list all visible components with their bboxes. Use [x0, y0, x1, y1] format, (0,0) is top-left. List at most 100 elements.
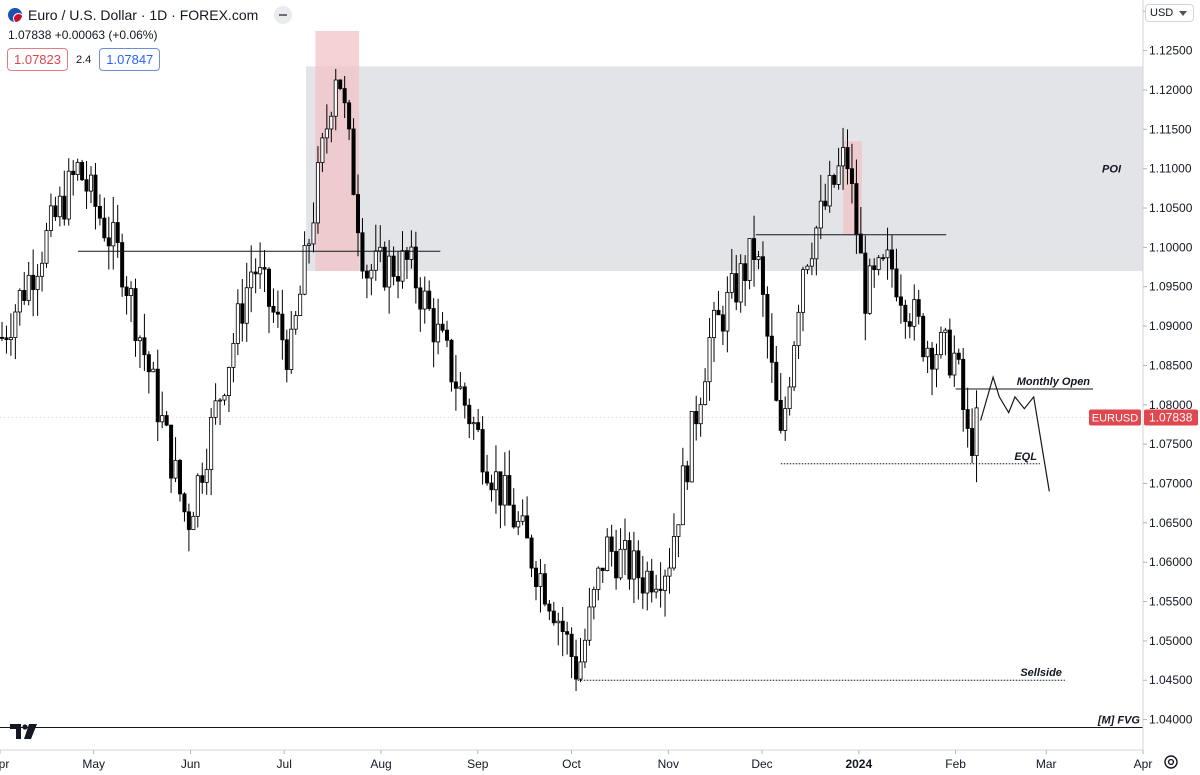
candle-body [734, 273, 739, 303]
candle [231, 333, 236, 383]
candle [102, 197, 107, 242]
candle [226, 366, 231, 413]
candle-body [836, 165, 841, 185]
candle [649, 558, 654, 603]
y-tick-label: 1.10000 [1149, 240, 1193, 254]
candle [93, 163, 98, 230]
candle-body [600, 567, 605, 571]
projection-path [980, 375, 1050, 492]
x-tick-label: Oct [562, 757, 581, 771]
collapse-icon[interactable] [274, 6, 293, 24]
tradingview-logo-icon[interactable] [10, 724, 38, 740]
candle [347, 99, 352, 141]
candle [574, 639, 579, 692]
candle-body [916, 299, 921, 317]
symbol-badge-label: EURUSD [1092, 413, 1139, 425]
x-tick-label: 2024 [845, 757, 872, 771]
candle-body [333, 79, 338, 117]
candle [890, 235, 895, 288]
chevron-down-icon [1179, 10, 1188, 16]
candle [120, 233, 125, 297]
candle [155, 349, 160, 442]
candle-body [289, 328, 294, 370]
candle [444, 320, 449, 348]
candle-body [556, 620, 561, 624]
candle-body [934, 354, 939, 370]
candle-body [35, 275, 40, 290]
candle-body [169, 424, 174, 479]
candle [333, 68, 338, 131]
candle-body [200, 475, 205, 483]
currency-button[interactable]: USD [1145, 4, 1195, 22]
buy-button[interactable]: 1.07847 [99, 48, 161, 71]
candle-body [89, 174, 94, 192]
candle-body [876, 257, 881, 270]
x-tick-label: Feb [945, 757, 966, 771]
candle [164, 410, 169, 427]
candle-body [106, 237, 111, 247]
candle-body [382, 246, 387, 288]
y-tick-label: 1.09500 [1149, 280, 1193, 294]
candle-body [177, 459, 182, 495]
level-label: [M] FVG [1097, 714, 1141, 726]
x-tick-label: Sep [467, 757, 489, 771]
candle [614, 529, 619, 590]
candle-body [0, 336, 4, 339]
candle [556, 612, 561, 646]
x-tick-label: Apr [1134, 757, 1153, 771]
symbol-title[interactable]: Euro / U.S. Dollar · 1D · FOREX.com [28, 7, 259, 23]
candle-body [266, 268, 271, 307]
candle-body [120, 242, 125, 288]
candle [53, 196, 58, 221]
candle [547, 600, 552, 621]
candle-body [53, 205, 58, 218]
candle [440, 312, 445, 333]
candle-body [449, 339, 454, 383]
candle [75, 158, 80, 181]
y-tick-label: 1.07500 [1149, 437, 1193, 451]
candle-body [57, 195, 62, 218]
candle [680, 447, 685, 526]
candle-body [582, 639, 587, 663]
candle-body [787, 386, 792, 410]
candle [124, 276, 129, 315]
symbol-header[interactable]: Euro / U.S. Dollar · 1D · FOREX.com [8, 6, 293, 24]
candle [271, 288, 276, 323]
candle-body [151, 368, 156, 373]
candle-body [378, 246, 383, 252]
candle [894, 248, 899, 302]
candle [320, 132, 325, 173]
candle [458, 371, 463, 390]
candle [436, 298, 441, 355]
candle [262, 250, 267, 293]
candle-body [680, 465, 685, 526]
candle [235, 289, 240, 356]
candle-body [213, 400, 218, 418]
settings-icon[interactable] [1163, 754, 1179, 770]
x-tick-label: Dec [751, 757, 772, 771]
candle [258, 242, 263, 289]
candle [169, 424, 174, 493]
candle-body [133, 288, 138, 342]
candle [636, 540, 641, 600]
candle-body [698, 404, 703, 425]
candle-body [275, 311, 280, 315]
candle [965, 387, 970, 448]
candle-body [605, 536, 610, 571]
candle [627, 532, 632, 590]
candle-body [111, 222, 116, 247]
candle-body [952, 352, 957, 376]
candle-body [284, 339, 289, 370]
candle-body [298, 293, 303, 316]
y-tick-label: 1.04500 [1149, 673, 1193, 687]
candle-body [142, 337, 147, 356]
candle [40, 251, 45, 292]
candle-body [271, 305, 276, 313]
candle [471, 416, 476, 440]
candle [467, 398, 472, 439]
candle [934, 343, 939, 388]
candle-body [885, 249, 890, 259]
candle-body [689, 411, 694, 483]
sell-button[interactable]: 1.07823 [7, 48, 68, 71]
